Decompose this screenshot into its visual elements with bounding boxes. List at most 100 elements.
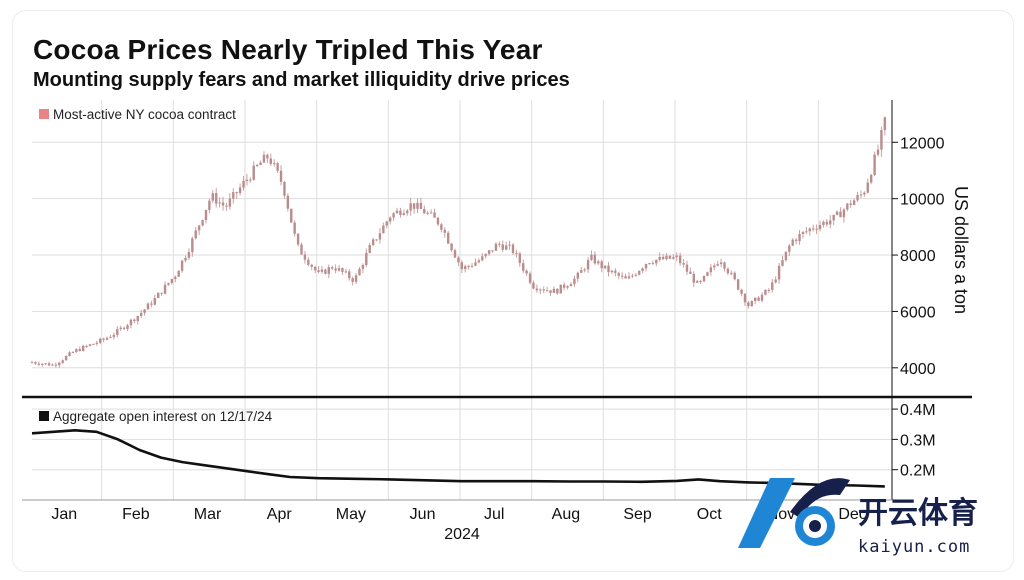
price-candle-body <box>719 262 723 265</box>
year-label: 2024 <box>444 526 480 543</box>
price-candle-body <box>508 244 511 246</box>
price-candle-body <box>41 363 44 365</box>
price-candle-body <box>658 256 661 260</box>
price-candle-body <box>112 334 116 337</box>
price-candle-body <box>747 302 750 307</box>
price-candle-body <box>859 194 863 196</box>
price-candle-body <box>805 231 808 233</box>
price-candle-body <box>818 225 822 230</box>
price-candle-body <box>586 259 590 270</box>
price-candle-body <box>194 230 197 239</box>
price-candle-body <box>491 250 494 252</box>
price-candle-body <box>187 252 191 258</box>
price-candle-body <box>249 179 252 181</box>
price-candle-body <box>242 180 245 188</box>
price-candle-body <box>726 268 730 274</box>
price-candle-body <box>443 229 446 233</box>
price-candle-body <box>119 327 122 330</box>
price-candle-body <box>583 269 586 271</box>
price-candle-body <box>504 245 508 250</box>
price-candle-body <box>399 210 402 216</box>
price-candle-body <box>307 259 310 265</box>
month-label: Sep <box>623 506 652 523</box>
price-candle-body <box>863 192 866 195</box>
price-candle-body <box>81 345 85 351</box>
price-candle-body <box>655 259 658 264</box>
price-candle-body <box>402 213 406 216</box>
price-candle-body <box>177 270 180 277</box>
price-candle-body <box>641 268 644 271</box>
price-tick-label: 8000 <box>900 248 936 265</box>
price-candle-body <box>774 279 777 283</box>
price-candle-body <box>429 212 433 214</box>
price-candle-body <box>157 292 160 298</box>
price-candle-body <box>235 192 238 194</box>
price-candle-body <box>419 202 423 209</box>
price-candle-body <box>651 263 655 265</box>
price-candle-body <box>675 255 678 258</box>
price-candle-body <box>771 282 774 290</box>
price-candle-body <box>453 250 457 258</box>
price-candle-body <box>208 200 211 210</box>
price-candle-body <box>68 352 71 356</box>
price-candle-body <box>627 276 631 279</box>
price-candle-body <box>794 239 798 242</box>
price-candle-body <box>163 284 167 294</box>
price-candle-body <box>883 117 887 131</box>
price-candle-body <box>426 212 429 214</box>
price-candle-body <box>146 303 150 310</box>
price-candle-body <box>170 278 174 283</box>
price-candle-body <box>358 268 361 276</box>
price-candle-body <box>279 170 283 182</box>
grid <box>32 100 892 500</box>
price-candle-body <box>648 263 651 265</box>
price-candle-body <box>436 217 440 225</box>
price-candle-body <box>590 254 593 260</box>
month-label: Jan <box>51 506 77 523</box>
price-candle-body <box>330 267 334 269</box>
price-candle-body <box>852 200 856 205</box>
price-candle-body <box>385 221 388 226</box>
price-candle-body <box>99 338 102 343</box>
price-candle-body <box>839 211 842 218</box>
price-candle-body <box>515 253 518 255</box>
price-tick-label: 6000 <box>900 304 936 321</box>
price-candle-body <box>743 293 747 303</box>
price-candle-body <box>293 222 296 234</box>
price-candle-body <box>416 202 419 209</box>
price-candle-body <box>143 309 146 313</box>
price-candle-body <box>614 270 617 273</box>
price-candle-body <box>252 165 255 180</box>
price-tick-label: 12000 <box>900 135 945 152</box>
price-candle-body <box>597 261 600 264</box>
price-candle-body <box>262 154 266 163</box>
price-candle-body <box>808 228 811 232</box>
price-candle-body <box>197 225 201 231</box>
price-candle-body <box>580 270 583 273</box>
price-candle-body <box>856 194 859 201</box>
price-candle-body <box>440 224 443 230</box>
price-candle-body <box>88 344 92 346</box>
price-candle-body <box>811 228 815 230</box>
price-candle-body <box>638 270 641 275</box>
price-candle-body <box>532 282 535 289</box>
price-candle-body <box>525 270 528 274</box>
price-candle-body <box>371 239 375 246</box>
price-candle-body <box>245 179 249 181</box>
oi-tick-label: 0.4M <box>900 402 936 419</box>
price-candle-body <box>767 289 771 291</box>
price-candle-body <box>740 289 743 294</box>
price-candle-body <box>378 233 382 240</box>
price-candle-body <box>382 225 385 234</box>
oi-legend-label: Aggregate open interest on 12/17/24 <box>53 409 273 424</box>
month-label: Aug <box>552 506 580 523</box>
open-interest-line <box>31 429 885 488</box>
price-candle-body <box>184 257 187 261</box>
price-candle-body <box>58 362 61 366</box>
month-label: May <box>336 506 366 523</box>
price-candle-body <box>71 352 75 354</box>
price-candle-body <box>678 255 682 264</box>
price-candle-body <box>498 243 501 245</box>
price-candle-body <box>464 266 467 270</box>
